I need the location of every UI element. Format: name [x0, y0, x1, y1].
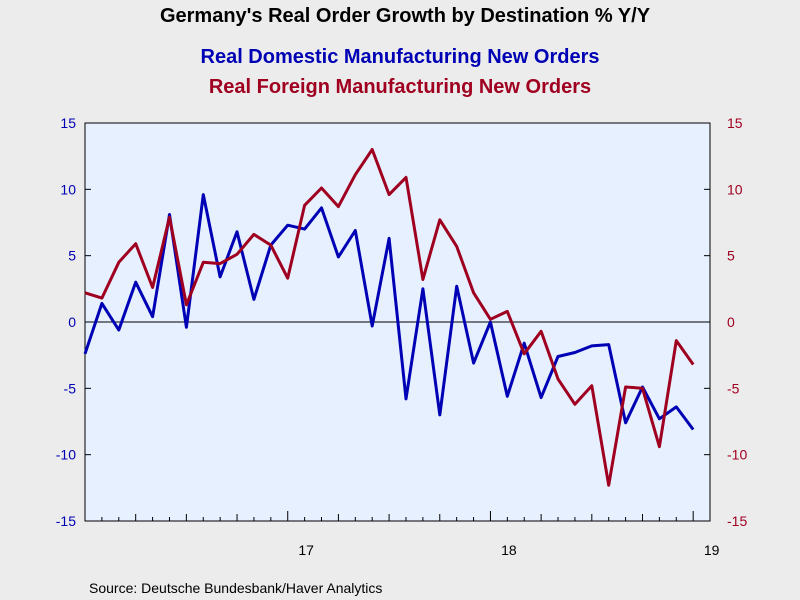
y-tick-label-right: -15 [727, 513, 747, 529]
source-note: Source: Deutsche Bundesbank/Haver Analyt… [89, 580, 382, 596]
y-tick-label-left: -15 [56, 513, 76, 529]
y-tick-label-right: 10 [727, 181, 743, 197]
chart-title: Germany's Real Order Growth by Destinati… [160, 5, 651, 27]
y-tick-label-left: 5 [68, 248, 76, 264]
y-tick-label-left: 10 [60, 181, 76, 197]
y-axis-right: 15 10 5 0 -5 -10 -15 [704, 115, 747, 529]
series-line-domestic [83, 193, 695, 431]
legend-foreign: Real Foreign Manufacturing New Orders [209, 76, 591, 98]
y-tick-label-left: -10 [56, 447, 76, 463]
legend-domestic: Real Domestic Manufacturing New Orders [201, 46, 600, 68]
y-tick-label-right: 5 [727, 248, 735, 264]
y-tick-label-left: 15 [60, 115, 76, 131]
x-tick-label: 19 [704, 542, 720, 558]
x-tick-label: 17 [298, 542, 314, 558]
y-tick-label-right: -5 [727, 380, 740, 396]
series-line-foreign [84, 148, 695, 487]
y-axis-left: 15 10 5 0 -5 -10 -15 [56, 115, 91, 529]
y-tick-label-right: -10 [727, 447, 747, 463]
y-tick-label-left: -5 [64, 380, 77, 396]
x-tick-label: 18 [501, 542, 517, 558]
y-tick-label-right: 15 [727, 115, 743, 131]
y-tick-label-left: 0 [68, 314, 76, 330]
x-axis: 17 18 19 [84, 511, 720, 558]
y-tick-label-right: 0 [727, 314, 735, 330]
